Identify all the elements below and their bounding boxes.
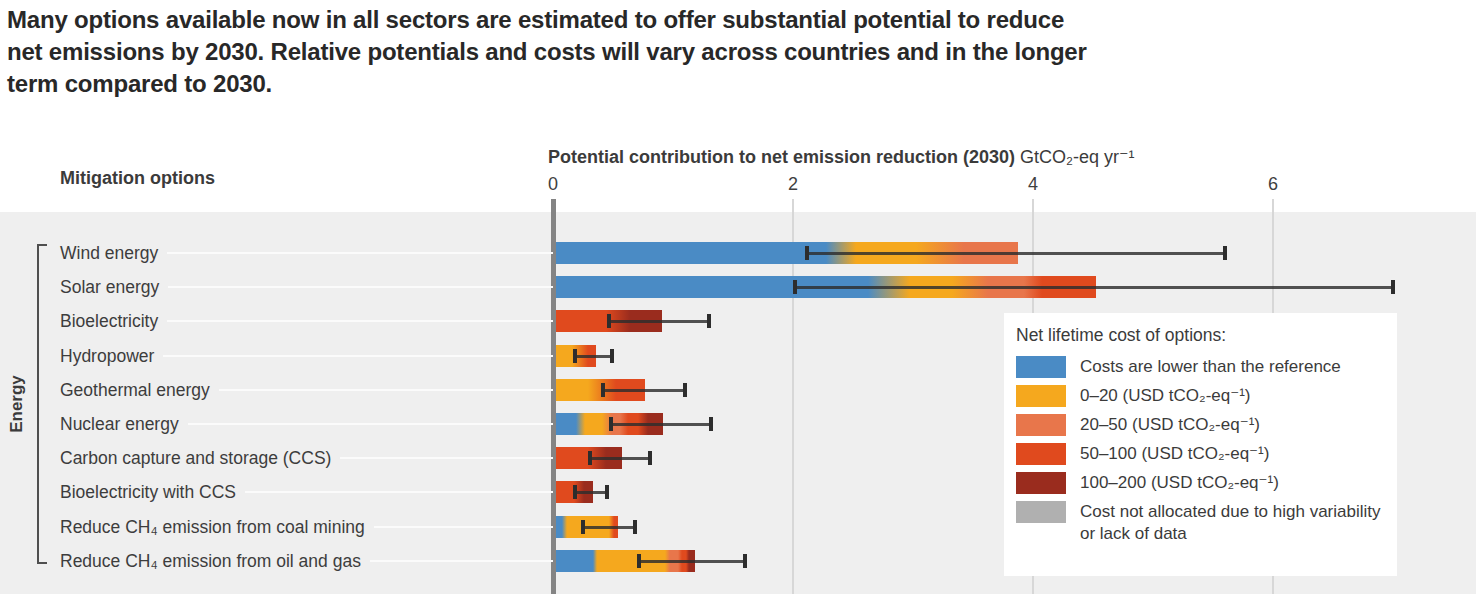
error-bar-line: [607, 320, 709, 323]
legend-item-label: Cost not allocated due to high variabili…: [1080, 501, 1383, 545]
error-bar-cap-left: [573, 485, 577, 499]
legend-swatch-cost-not-allocated: [1016, 501, 1066, 523]
error-bar-cap-right: [610, 349, 614, 363]
row-label: Carbon capture and storage (CCS): [60, 447, 340, 469]
legend-item-label: Costs are lower than the reference: [1080, 356, 1341, 378]
error-bar-line: [573, 491, 607, 494]
legend-item: Cost not allocated due to high variabili…: [1016, 501, 1383, 545]
error-bar-cap-left: [805, 246, 809, 260]
error-bar-line: [793, 286, 1393, 289]
error-bar-cap-left: [573, 349, 577, 363]
x-axis-title-main: Potential contribution to net emission r…: [548, 147, 1015, 167]
x-axis-tick-label: 6: [1251, 174, 1295, 195]
error-bar-line: [581, 526, 635, 529]
legend: Net lifetime cost of options: Costs are …: [1004, 313, 1397, 576]
legend-swatch-20-50: [1016, 414, 1066, 436]
x-axis-tick-label: 4: [1011, 174, 1055, 195]
error-bar-line: [805, 252, 1225, 255]
mitigation-options-header: Mitigation options: [60, 168, 215, 189]
error-bar-line: [637, 560, 745, 563]
legend-item: 20–50 (USD tCO₂-eq⁻¹): [1016, 414, 1383, 436]
error-bar-cap-right: [605, 485, 609, 499]
legend-item-label: 0–20 (USD tCO₂-eq⁻¹): [1080, 385, 1251, 407]
figure-title-line: term compared to 2030.: [7, 68, 1087, 100]
error-bar-cap-left: [609, 417, 613, 431]
error-bar-cap-right: [1223, 246, 1227, 260]
x-axis-title-unit: GtCO₂-eq yr⁻¹: [1015, 147, 1135, 167]
row-label: Bioelectricity with CCS: [60, 481, 245, 503]
error-bar-cap-right: [743, 554, 747, 568]
error-bar-cap-right: [707, 314, 711, 328]
legend-item-label: 100–200 (USD tCO₂-eq⁻¹): [1080, 472, 1279, 494]
legend-item: 0–20 (USD tCO₂-eq⁻¹): [1016, 385, 1383, 407]
error-bar-cap-left: [637, 554, 641, 568]
error-bar-cap-left: [581, 520, 585, 534]
legend-swatch-50-100: [1016, 443, 1066, 465]
error-bar-cap-right: [1391, 280, 1395, 294]
legend-swatch-0-20: [1016, 385, 1066, 407]
x-axis-tick-label: 2: [771, 174, 815, 195]
error-bar-cap-left: [588, 451, 592, 465]
row-label: Wind energy: [60, 242, 167, 264]
row-label: Hydropower: [60, 345, 163, 367]
figure-container: Many options available now in all sector…: [0, 0, 1476, 594]
sector-bracket-bottom-foot: [37, 562, 47, 564]
sector-bracket-line: [37, 244, 39, 564]
error-bar-cap-right: [683, 383, 687, 397]
row-label: Geothermal energy: [60, 379, 219, 401]
legend-swatch-lower-than-reference: [1016, 356, 1066, 378]
figure-title-line: net emissions by 2030. Relative potentia…: [7, 36, 1087, 68]
error-bar-cap-right: [633, 520, 637, 534]
x-axis-tick-label: 0: [531, 174, 575, 195]
error-bar-line: [588, 457, 650, 460]
error-bar-cap-left: [601, 383, 605, 397]
legend-item: 50–100 (USD tCO₂-eq⁻¹): [1016, 443, 1383, 465]
figure-title-line: Many options available now in all sector…: [7, 4, 1087, 36]
error-bar-cap-right: [709, 417, 713, 431]
error-bar-line: [609, 423, 711, 426]
legend-item-label: 50–100 (USD tCO₂-eq⁻¹): [1080, 443, 1269, 465]
sector-label-energy: Energy: [7, 324, 27, 484]
legend-swatch-100-200: [1016, 472, 1066, 494]
legend-item-label: 20–50 (USD tCO₂-eq⁻¹): [1080, 414, 1260, 436]
row-label: Bioelectricity: [60, 310, 167, 332]
row-label: Reduce CH₄ emission from oil and gas: [60, 550, 370, 572]
error-bar-cap-right: [648, 451, 652, 465]
error-bar-line: [573, 355, 611, 358]
row-label: Solar energy: [60, 276, 168, 298]
error-bar-cap-left: [793, 280, 797, 294]
x-axis-title: Potential contribution to net emission r…: [548, 146, 1135, 168]
error-bar-line: [601, 389, 685, 392]
legend-item: 100–200 (USD tCO₂-eq⁻¹): [1016, 472, 1383, 494]
row-label: Nuclear energy: [60, 413, 188, 435]
row-label: Reduce CH₄ emission from coal mining: [60, 516, 374, 538]
legend-title: Net lifetime cost of options:: [1016, 325, 1383, 346]
legend-item: Costs are lower than the reference: [1016, 356, 1383, 378]
sector-bracket-top-foot: [37, 244, 47, 246]
error-bar-cap-left: [607, 314, 611, 328]
figure-title: Many options available now in all sector…: [7, 4, 1087, 100]
